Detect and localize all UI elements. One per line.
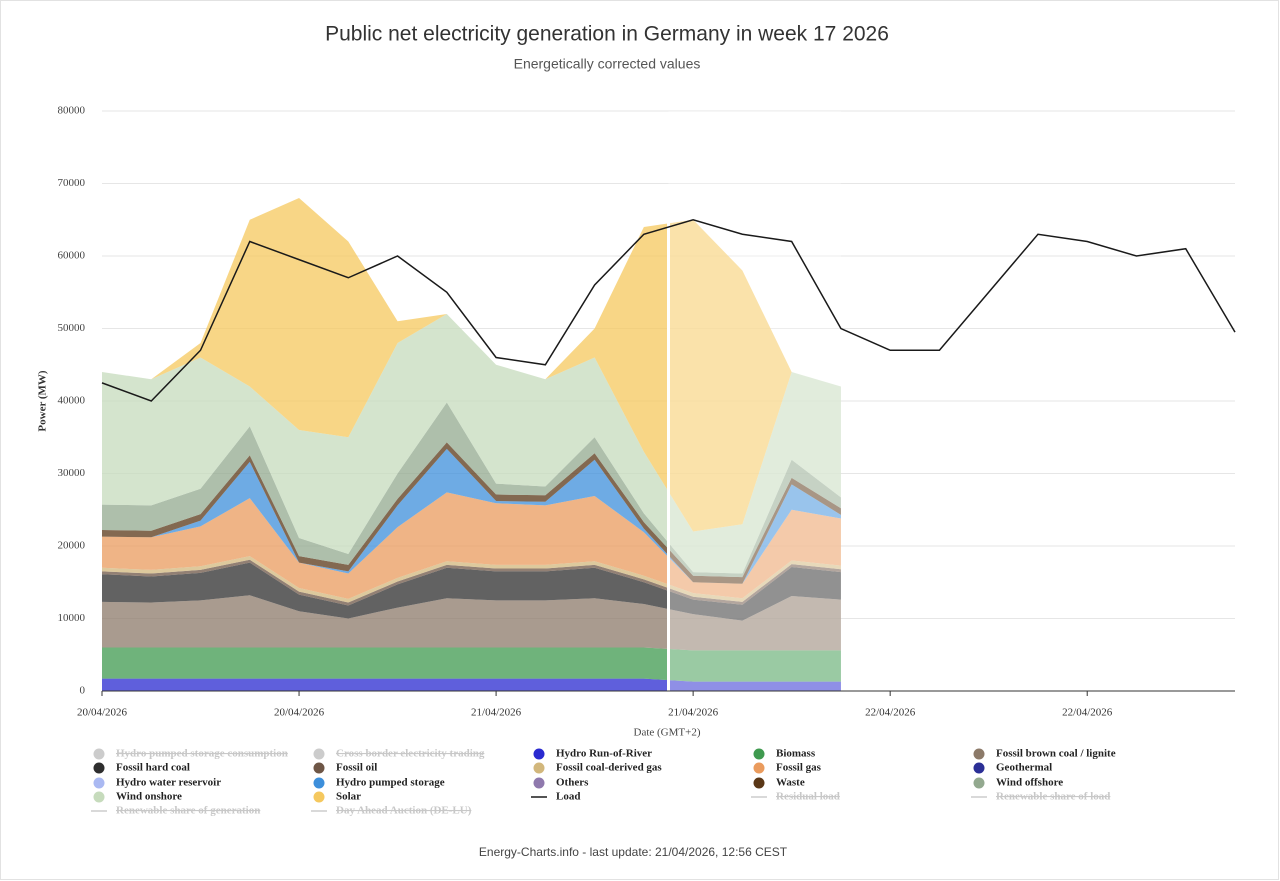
x-tick-label: 21/04/2026 xyxy=(668,707,719,719)
area-4 xyxy=(102,595,841,651)
y-tick-label: 0 xyxy=(80,685,86,697)
y-tick-label: 70000 xyxy=(58,177,86,189)
line-17 xyxy=(101,218,1236,402)
legend-item[interactable]: Solar xyxy=(313,791,362,803)
x-tick-label: 22/04/2026 xyxy=(865,707,916,719)
y-tick-label: 60000 xyxy=(58,250,86,262)
legend-label: Fossil oil xyxy=(336,762,377,774)
legend-item[interactable]: Hydro pumped storage consumption xyxy=(93,748,288,760)
legend-symbol xyxy=(93,762,105,774)
legend-symbol xyxy=(93,791,105,803)
legend-symbol xyxy=(93,748,105,760)
legend-symbol xyxy=(753,777,765,789)
legend-label: Day Ahead Auction (DE-LU) xyxy=(336,805,472,817)
x-tick-label: 21/04/2026 xyxy=(471,707,522,719)
legend-symbol xyxy=(313,791,325,803)
legend-item[interactable]: Wind onshore xyxy=(93,791,183,803)
x-tick-label: 20/04/2026 xyxy=(77,707,128,719)
legend-label: Fossil gas xyxy=(776,762,822,774)
legend-item[interactable]: Load xyxy=(531,791,580,803)
x-tick-label: 20/04/2026 xyxy=(274,707,325,719)
x-axis-title: Date (GMT+2) xyxy=(634,727,701,739)
legend-item[interactable]: Fossil hard coal xyxy=(93,762,190,774)
legend-symbol xyxy=(93,777,105,789)
legend-item[interactable]: Hydro pumped storage xyxy=(313,777,445,789)
chart-title: Public net electricity generation in Ger… xyxy=(325,23,889,46)
legend-item[interactable]: Renewable share of generation xyxy=(91,805,260,817)
legend-label: Hydro pumped storage consumption xyxy=(116,748,288,760)
legend-item[interactable]: Fossil gas xyxy=(753,762,822,774)
forecast-veil xyxy=(668,111,841,691)
y-axis-title: Power (MW) xyxy=(37,370,49,432)
legend-label: Wind onshore xyxy=(116,791,182,803)
legend-label: Load xyxy=(556,791,580,803)
legend-item[interactable]: Day Ahead Auction (DE-LU) xyxy=(311,805,472,817)
legend-label: Fossil hard coal xyxy=(116,762,190,774)
area-3 xyxy=(102,647,841,682)
y-tick-label: 50000 xyxy=(58,322,86,334)
legend-label: Wind offshore xyxy=(996,777,1063,789)
legend-item[interactable]: Hydro water reservoir xyxy=(93,777,222,789)
legend-item[interactable]: Geothermal xyxy=(973,762,1053,774)
legend-item[interactable]: Waste xyxy=(753,777,805,789)
legend-item[interactable]: Wind offshore xyxy=(973,777,1064,789)
legend-label: Others xyxy=(556,777,589,789)
legend-label: Waste xyxy=(776,777,805,789)
area-15 xyxy=(102,314,841,574)
legend-label: Renewable share of load xyxy=(996,791,1110,803)
legend-label: Residual load xyxy=(776,791,840,803)
legend-label: Hydro water reservoir xyxy=(116,777,221,789)
legend-item[interactable]: Renewable share of load xyxy=(971,791,1110,803)
area-16 xyxy=(102,198,841,532)
legend-label: Fossil coal-derived gas xyxy=(556,762,662,774)
legend-symbol xyxy=(313,762,325,774)
area-7 xyxy=(102,556,841,603)
area-14 xyxy=(102,402,841,578)
legend-symbol xyxy=(753,748,765,760)
legend-symbol xyxy=(533,762,545,774)
legend-symbol xyxy=(753,762,765,774)
legend-symbol xyxy=(313,777,325,789)
legend-label: Renewable share of generation xyxy=(116,805,260,817)
legend-symbol xyxy=(533,748,545,760)
legend-item[interactable]: Others xyxy=(533,777,590,789)
legend-label: Geothermal xyxy=(996,762,1052,774)
area-11 xyxy=(102,448,841,584)
legend-item[interactable]: Fossil coal-derived gas xyxy=(533,762,663,774)
legend-label: Biomass xyxy=(776,748,816,760)
legend-item[interactable]: Biomass xyxy=(753,748,816,760)
legend-item[interactable]: Hydro Run-of-River xyxy=(533,748,653,760)
legend-symbol xyxy=(533,777,545,789)
area-5 xyxy=(102,562,841,621)
legend-item[interactable]: Residual load xyxy=(751,791,840,803)
legend-label: Hydro Run-of-River xyxy=(556,748,652,760)
legend-label: Fossil brown coal / lignite xyxy=(996,748,1116,760)
legend-symbol xyxy=(973,777,985,789)
y-tick-label: 10000 xyxy=(58,612,86,624)
y-tick-label: 30000 xyxy=(58,467,86,479)
x-tick-label: 22/04/2026 xyxy=(1062,707,1113,719)
legend-item[interactable]: Fossil brown coal / lignite xyxy=(973,748,1116,760)
chart-subtitle: Energetically corrected values xyxy=(514,56,701,72)
area-2 xyxy=(102,678,841,691)
legend-label: Hydro pumped storage xyxy=(336,777,445,789)
area-6 xyxy=(102,559,841,606)
area-8 xyxy=(102,492,841,599)
y-tick-label: 80000 xyxy=(58,105,86,117)
legend-item[interactable]: Cross border electricity trading xyxy=(313,748,485,760)
area-13 xyxy=(102,442,841,584)
footer: Energy-Charts.info - last update: 21/04/… xyxy=(479,845,788,859)
legend-label: Cross border electricity trading xyxy=(336,748,485,760)
legend-label: Solar xyxy=(336,791,361,803)
legend-symbol xyxy=(973,748,985,760)
y-tick-label: 20000 xyxy=(58,540,86,552)
legend-symbol xyxy=(313,748,325,760)
legend-symbol xyxy=(973,762,985,774)
y-tick-label: 40000 xyxy=(58,395,86,407)
legend-item[interactable]: Fossil oil xyxy=(313,762,378,774)
